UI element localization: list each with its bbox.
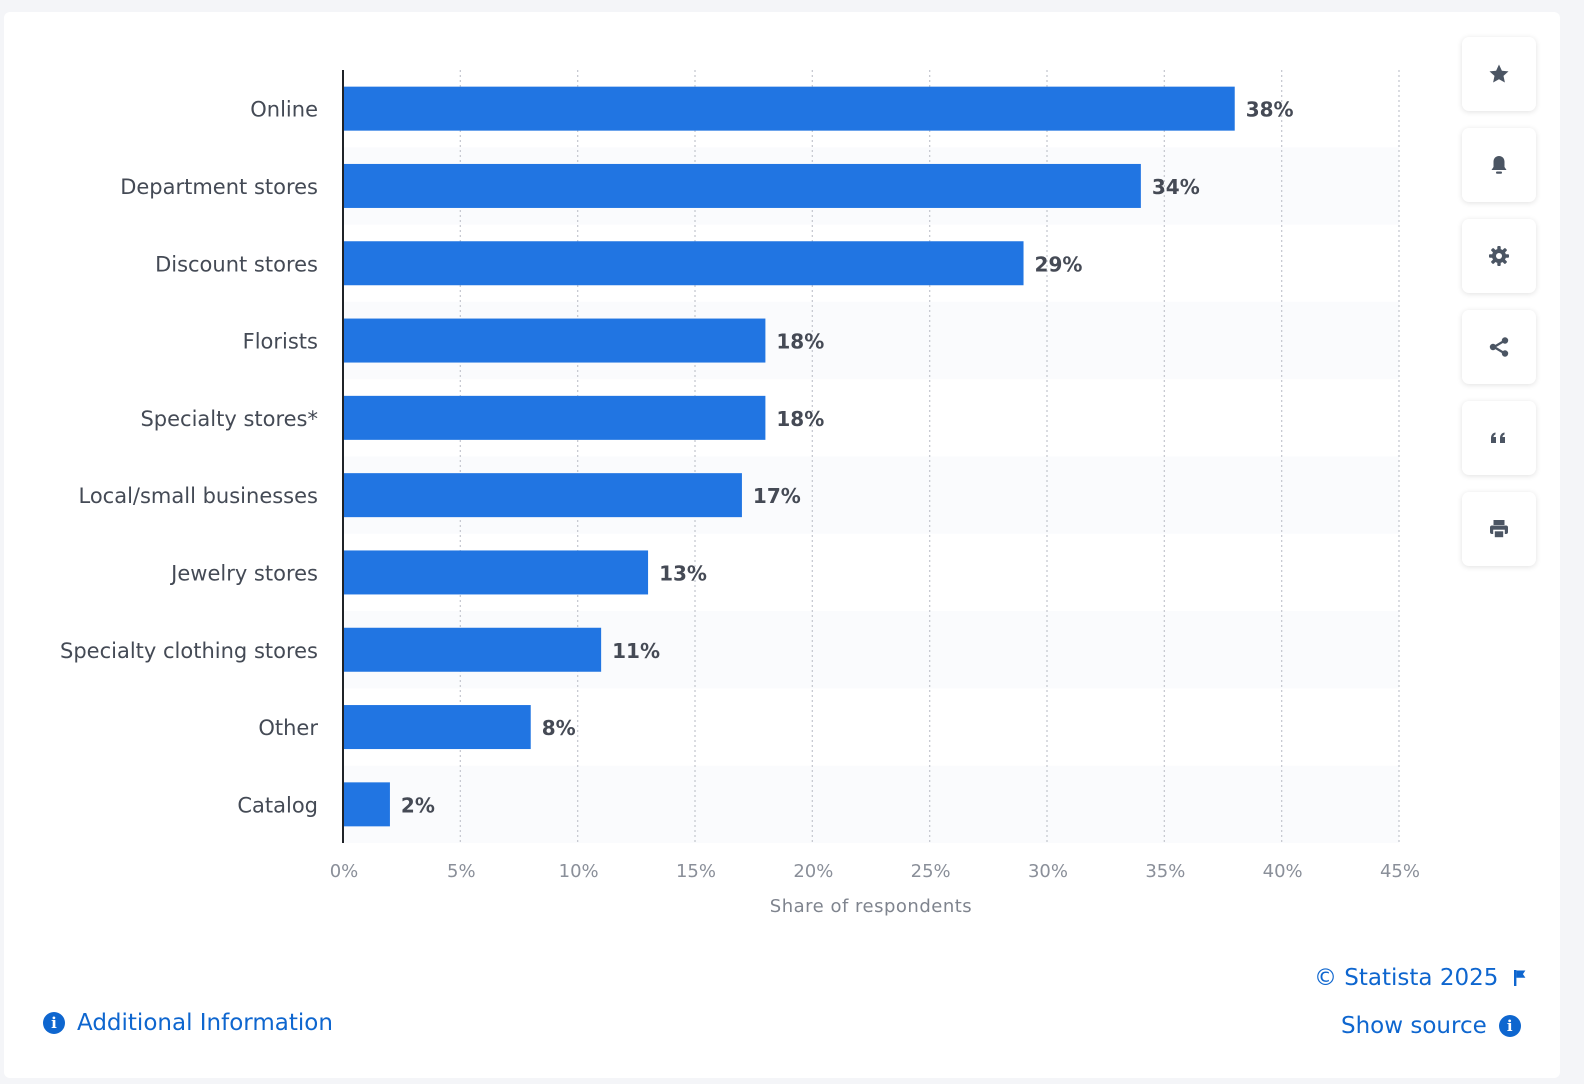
flag-icon bbox=[1514, 970, 1526, 986]
bar bbox=[343, 473, 742, 518]
data-label: 29% bbox=[1035, 252, 1083, 276]
gear-icon bbox=[1489, 246, 1509, 266]
data-label: 18% bbox=[776, 330, 824, 354]
bar bbox=[343, 163, 1141, 208]
info-icon: i bbox=[43, 1012, 65, 1034]
data-label: 17% bbox=[753, 484, 801, 508]
share-icon bbox=[1489, 337, 1509, 357]
cite-button[interactable] bbox=[1462, 401, 1536, 475]
data-label: 13% bbox=[659, 561, 707, 585]
x-tick-label: 15% bbox=[676, 861, 716, 882]
star-icon bbox=[1489, 64, 1509, 83]
x-axis-title: Share of respondents bbox=[770, 896, 972, 917]
category-label: Florists bbox=[243, 330, 318, 354]
bar bbox=[343, 550, 649, 595]
settings-button[interactable] bbox=[1462, 219, 1536, 293]
category-label: Catalog bbox=[237, 793, 318, 817]
category-label: Other bbox=[258, 716, 318, 740]
x-tick-label: 10% bbox=[559, 861, 599, 882]
favorite-button[interactable] bbox=[1462, 37, 1536, 111]
category-label: Jewelry stores bbox=[169, 561, 318, 585]
notification-button[interactable] bbox=[1462, 128, 1536, 202]
share-button[interactable] bbox=[1462, 310, 1536, 384]
category-label: Discount stores bbox=[155, 252, 318, 276]
bar-chart: 0% 5% 10% 15% 20% 25% 30% 35% 40% 45% Online 38% Dep… bbox=[60, 70, 1420, 917]
show-source-link[interactable]: Show source i bbox=[1341, 1013, 1521, 1039]
category-label: Online bbox=[250, 98, 318, 122]
x-tick-label: 0% bbox=[330, 861, 359, 882]
x-tick-label: 40% bbox=[1263, 861, 1303, 882]
quote-icon bbox=[1491, 432, 1505, 443]
print-icon bbox=[1490, 520, 1508, 539]
x-tick-label: 45% bbox=[1380, 861, 1420, 882]
data-label: 18% bbox=[776, 407, 824, 431]
category-label: Specialty clothing stores bbox=[60, 639, 318, 663]
data-label: 11% bbox=[612, 639, 660, 663]
statista-copyright-link[interactable]: © Statista 2025 bbox=[1314, 965, 1528, 991]
copyright-text: © Statista 2025 bbox=[1314, 965, 1499, 991]
data-label: 2% bbox=[401, 793, 435, 817]
category-label: Department stores bbox=[120, 175, 318, 199]
additional-information-link[interactable]: i Additional Information bbox=[43, 1010, 333, 1036]
x-tick-label: 20% bbox=[793, 861, 833, 882]
bar bbox=[343, 395, 766, 440]
bell-icon bbox=[1491, 156, 1507, 174]
bar bbox=[343, 627, 602, 672]
bar bbox=[343, 318, 766, 363]
x-tick-label: 25% bbox=[911, 861, 951, 882]
additional-information-text: Additional Information bbox=[77, 1010, 333, 1036]
show-source-text: Show source bbox=[1341, 1013, 1487, 1039]
bar bbox=[343, 241, 1024, 286]
category-label: Local/small businesses bbox=[78, 484, 318, 508]
bar bbox=[343, 705, 531, 750]
category-label: Specialty stores* bbox=[140, 407, 318, 431]
data-label: 8% bbox=[542, 716, 576, 740]
x-tick-label: 30% bbox=[1028, 861, 1068, 882]
print-button[interactable] bbox=[1462, 492, 1536, 566]
x-tick-label: 35% bbox=[1145, 861, 1185, 882]
row-band bbox=[343, 765, 1399, 843]
info-icon: i bbox=[1498, 1015, 1521, 1037]
x-tick-label: 5% bbox=[447, 861, 476, 882]
data-label: 34% bbox=[1152, 175, 1200, 199]
data-label: 38% bbox=[1246, 98, 1294, 122]
bar bbox=[343, 86, 1235, 131]
bar bbox=[343, 782, 390, 827]
